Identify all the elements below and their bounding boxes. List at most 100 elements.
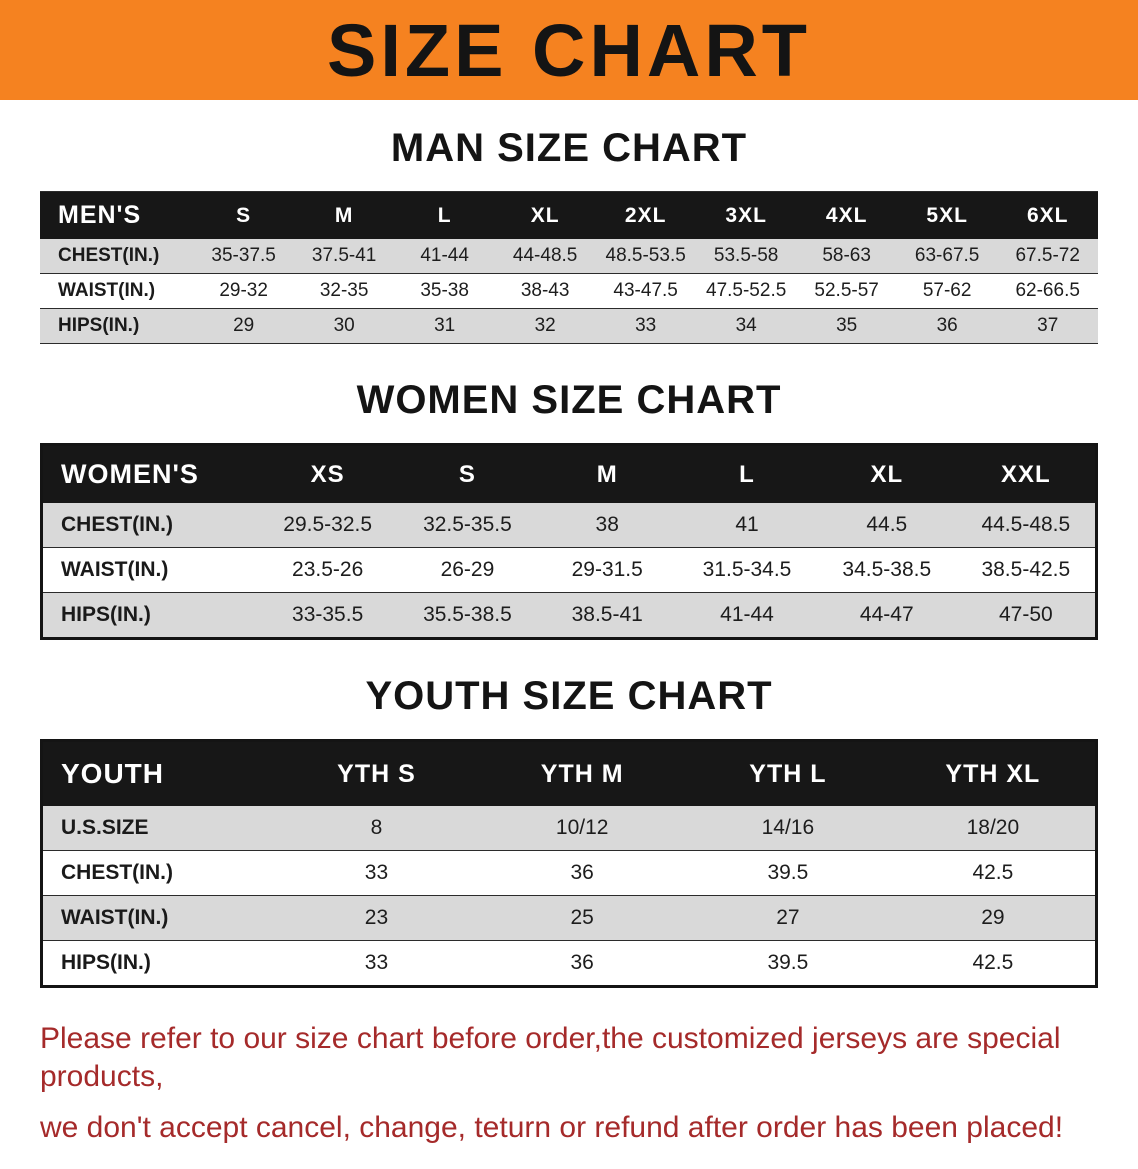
row-label: WAIST(IN.) xyxy=(58,280,156,301)
women-header-label: WOMEN'S xyxy=(41,444,258,503)
table-cell: 31.5-34.5 xyxy=(702,558,792,581)
table-cell: 38-43 xyxy=(520,280,570,301)
row-label: HIPS(IN.) xyxy=(61,603,151,626)
table-cell: 43-47.5 xyxy=(613,280,678,301)
table-cell: 29 xyxy=(981,906,1005,929)
table-cell: 41-44 xyxy=(420,245,469,266)
table-cell: 63-67.5 xyxy=(914,245,980,266)
table-cell: 23 xyxy=(364,906,389,929)
table-cell: 8 xyxy=(370,816,383,839)
table-cell: 44.5 xyxy=(866,513,908,536)
women-header-row: WOMEN'S XS S M L XL XXL xyxy=(41,444,1097,503)
women-section-heading: WOMEN SIZE CHART xyxy=(356,378,782,422)
table-cell: 23.5-26 xyxy=(292,558,364,581)
men-header-cell: 5XL xyxy=(896,191,998,239)
row-label: WAIST(IN.) xyxy=(61,906,169,929)
men-section: MAN SIZE CHART MEN'S S M L XL 2XL 3XL 4X… xyxy=(0,126,1138,344)
men-header-cell: XL xyxy=(494,191,596,239)
table-cell: 32-35 xyxy=(319,280,369,301)
table-cell: 38.5-41 xyxy=(571,603,643,626)
men-header-cell: L xyxy=(394,191,495,239)
women-header-cell: XS xyxy=(257,444,398,503)
youth-header-row: YOUTH YTH S YTH M YTH L YTH XL xyxy=(41,740,1097,806)
men-section-heading: MAN SIZE CHART xyxy=(390,126,748,170)
table-cell: 41-44 xyxy=(720,603,774,626)
table-cell: 37 xyxy=(1037,315,1059,336)
table-cell: 36 xyxy=(936,315,958,336)
men-row-waist: WAIST(IN.) 29-32 32-35 35-38 38-43 43-47… xyxy=(40,273,1098,309)
table-cell: 35 xyxy=(836,315,858,336)
table-cell: 52.5-57 xyxy=(814,280,879,301)
women-header-cell: S xyxy=(397,444,538,503)
table-cell: 44.5-48.5 xyxy=(981,513,1071,536)
row-label: U.S.SIZE xyxy=(61,816,149,839)
table-cell: 29 xyxy=(233,315,255,336)
men-header-label: MEN'S xyxy=(40,191,194,239)
table-cell: 44-48.5 xyxy=(512,245,578,266)
table-cell: 37.5-41 xyxy=(311,245,377,266)
table-cell: 18/20 xyxy=(966,816,1020,839)
men-header-cell: 6XL xyxy=(997,191,1098,239)
table-cell: 33-35.5 xyxy=(292,603,364,626)
row-label: HIPS(IN.) xyxy=(61,951,151,974)
table-cell: 67.5-72 xyxy=(1015,245,1080,266)
row-label: CHEST(IN.) xyxy=(58,245,160,266)
table-cell: 38.5-42.5 xyxy=(981,558,1071,581)
men-header-cell: 2XL xyxy=(595,191,696,239)
table-cell: 39.5 xyxy=(767,861,809,884)
disclaimer: Please refer to our size chart before or… xyxy=(40,1020,1098,1147)
table-cell: 32.5-35.5 xyxy=(423,513,512,536)
youth-row-ussize: U.S.SIZE 8 10/12 14/16 18/20 xyxy=(41,806,1097,851)
women-row-waist: WAIST(IN.) 23.5-26 26-29 29-31.5 31.5-34… xyxy=(41,547,1097,593)
banner: SIZE CHART xyxy=(0,0,1138,100)
men-header-cell: S xyxy=(193,191,294,239)
table-cell: 57-62 xyxy=(922,280,972,301)
table-cell: 62-66.5 xyxy=(1015,280,1080,301)
row-label: CHEST(IN.) xyxy=(61,513,173,536)
row-label: HIPS(IN.) xyxy=(58,315,140,336)
table-cell: 35.5-38.5 xyxy=(423,603,512,626)
table-cell: 48.5-53.5 xyxy=(605,245,686,266)
table-cell: 38 xyxy=(595,513,619,536)
youth-header-cell: YTH L xyxy=(685,740,891,806)
youth-section-heading: YOUTH SIZE CHART xyxy=(365,674,773,718)
men-row-hips: HIPS(IN.) 29 30 31 32 33 34 35 36 37 xyxy=(40,308,1098,344)
row-label: WAIST(IN.) xyxy=(61,558,169,581)
table-cell: 53.5-58 xyxy=(713,245,779,266)
men-header-row: MEN'S S M L XL 2XL 3XL 4XL 5XL 6XL xyxy=(40,191,1098,239)
table-cell: 10/12 xyxy=(555,816,609,839)
youth-header-cell: YTH M xyxy=(479,740,686,806)
youth-header-label: YOUTH xyxy=(41,740,274,806)
table-cell: 26-29 xyxy=(440,558,495,581)
women-header-cell: L xyxy=(677,444,817,503)
youth-header-cell: YTH XL xyxy=(890,740,1097,806)
table-cell: 42.5 xyxy=(972,951,1014,974)
table-cell: 32 xyxy=(534,315,556,336)
table-cell: 33 xyxy=(364,861,389,884)
table-cell: 31 xyxy=(434,315,456,336)
youth-header-cell: YTH S xyxy=(273,740,480,806)
women-header-cell: XXL xyxy=(956,444,1097,503)
women-section: WOMEN SIZE CHART WOMEN'S XS S M L XL XXL xyxy=(0,378,1138,640)
women-header-cell: XL xyxy=(816,444,957,503)
table-cell: 25 xyxy=(570,906,594,929)
table-cell: 41 xyxy=(735,513,759,536)
men-header-cell: 3XL xyxy=(695,191,797,239)
men-header-cell: M xyxy=(293,191,395,239)
men-size-table: MEN'S S M L XL 2XL 3XL 4XL 5XL 6XL CHEST… xyxy=(40,191,1098,344)
table-cell: 34 xyxy=(735,315,757,336)
disclaimer-line-1: Please refer to our size chart before or… xyxy=(40,1022,1061,1093)
women-size-table: WOMEN'S XS S M L XL XXL CHEST(IN.) 29.5-… xyxy=(40,443,1098,640)
disclaimer-line-2: we don't accept cancel, change, teturn o… xyxy=(40,1111,1064,1144)
table-cell: 29.5-32.5 xyxy=(283,513,373,536)
table-cell: 35-38 xyxy=(420,280,469,301)
banner-title: SIZE CHART xyxy=(327,8,811,92)
table-cell: 58-63 xyxy=(822,245,871,266)
table-cell: 42.5 xyxy=(972,861,1014,884)
table-cell: 35-37.5 xyxy=(211,245,276,266)
table-cell: 47.5-52.5 xyxy=(706,280,787,301)
youth-row-hips: HIPS(IN.) 33 36 39.5 42.5 xyxy=(41,940,1097,987)
table-cell: 27 xyxy=(776,906,800,929)
table-cell: 47-50 xyxy=(998,603,1053,626)
